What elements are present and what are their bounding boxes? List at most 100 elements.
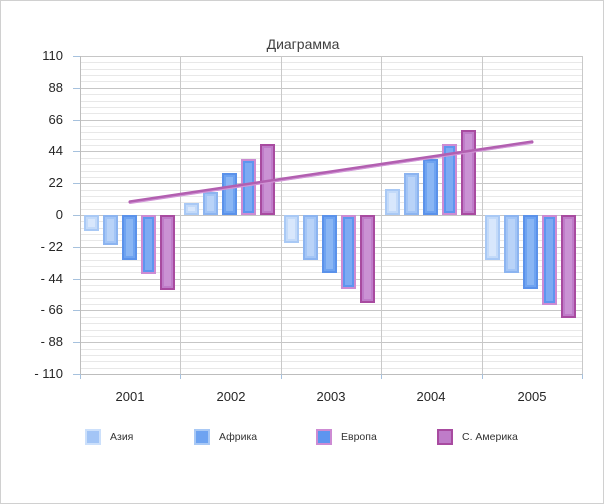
x-axis-label: 2005 xyxy=(517,389,547,404)
y-axis-tick xyxy=(73,215,80,216)
bar-Африка xyxy=(523,215,539,289)
bar-Африка xyxy=(221,173,237,215)
bar-С.-Америка xyxy=(159,215,175,291)
y-axis-tick xyxy=(73,247,80,248)
minor-gridline xyxy=(80,170,582,172)
x-axis-label: 2003 xyxy=(316,389,346,404)
plot-area xyxy=(80,56,583,375)
legend-swatch xyxy=(437,429,453,445)
minor-gridline xyxy=(80,126,582,127)
legend-swatch xyxy=(194,429,210,445)
minor-gridline xyxy=(80,195,582,197)
bar-Азия xyxy=(303,215,319,260)
bar-highlight xyxy=(464,133,472,211)
bar-highlight xyxy=(225,177,233,211)
bar-highlight xyxy=(206,195,214,211)
minor-gridline xyxy=(80,304,582,305)
x-axis-label: 2001 xyxy=(115,389,145,404)
x-axis-tick xyxy=(381,374,382,379)
minor-gridline xyxy=(80,94,582,96)
bar-highlight xyxy=(426,162,434,211)
bar-highlight xyxy=(125,219,133,256)
minor-gridline xyxy=(80,202,582,204)
y-axis-tick xyxy=(73,342,80,343)
y-axis-label: - 44 xyxy=(40,271,63,286)
bar-unlabeled-series-1 xyxy=(284,215,300,243)
y-axis-line xyxy=(80,56,81,375)
x-axis-label: 2004 xyxy=(416,389,446,404)
x-axis-tick xyxy=(80,374,81,379)
y-axis-tick xyxy=(73,279,80,280)
y-axis-label: 44 xyxy=(48,143,63,158)
minor-gridline xyxy=(80,285,582,286)
y-axis-label: - 110 xyxy=(34,366,63,381)
y-axis-label: 22 xyxy=(48,175,63,190)
minor-gridline xyxy=(80,348,582,350)
minor-gridline xyxy=(80,145,582,146)
minor-gridline xyxy=(80,367,582,369)
y-axis-tick xyxy=(73,120,80,121)
minor-gridline xyxy=(80,138,582,140)
minor-gridline xyxy=(80,329,582,331)
x-axis-tick xyxy=(582,374,583,379)
minor-gridline xyxy=(80,106,582,108)
major-gridline xyxy=(80,120,582,121)
bar-С.-Америка xyxy=(460,129,476,215)
bar-highlight xyxy=(187,207,195,211)
bar-unlabeled-series-1 xyxy=(485,215,501,260)
bar-Европа xyxy=(341,215,357,289)
bar-highlight xyxy=(288,219,296,239)
y-axis-tick xyxy=(73,151,80,152)
bar-Африка xyxy=(322,215,338,273)
bar-highlight xyxy=(87,219,95,227)
category-gridline xyxy=(582,56,583,374)
bar-highlight xyxy=(489,219,497,256)
chart-title: Диаграмма xyxy=(266,36,340,52)
legend-swatch xyxy=(316,429,332,445)
bar-highlight xyxy=(106,219,114,242)
bar-highlight xyxy=(565,219,573,314)
legend-swatch xyxy=(85,429,101,445)
y-axis-tick xyxy=(73,310,80,311)
bar-Африка xyxy=(121,215,137,260)
bar-С.-Америка xyxy=(259,144,275,215)
x-axis-label: 2002 xyxy=(216,389,246,404)
legend-label: Азия xyxy=(110,431,134,443)
y-axis-tick xyxy=(73,374,80,375)
minor-gridline xyxy=(80,132,582,134)
major-gridline xyxy=(80,183,582,184)
bar-highlight xyxy=(263,148,271,211)
minor-gridline xyxy=(80,100,582,102)
bar-Азия xyxy=(403,173,419,215)
category-gridline xyxy=(281,56,282,374)
major-gridline xyxy=(80,310,582,311)
minor-gridline xyxy=(80,361,582,363)
major-gridline xyxy=(80,342,582,343)
major-gridline xyxy=(80,279,582,280)
y-axis-label: 66 xyxy=(48,112,63,127)
major-gridline xyxy=(80,151,582,152)
minor-gridline xyxy=(80,189,582,191)
minor-gridline xyxy=(80,323,582,325)
bar-Европа xyxy=(140,215,156,275)
category-gridline xyxy=(381,56,382,374)
minor-gridline xyxy=(80,113,582,115)
minor-gridline xyxy=(80,316,582,318)
category-gridline xyxy=(180,56,181,374)
bar-Азия xyxy=(102,215,118,246)
bar-highlight xyxy=(364,219,372,300)
bar-Африка xyxy=(422,158,438,215)
x-axis-tick xyxy=(180,374,181,379)
y-axis-tick xyxy=(73,56,80,57)
bar-highlight xyxy=(144,219,152,271)
minor-gridline xyxy=(80,291,582,293)
minor-gridline xyxy=(80,354,582,356)
bar-highlight xyxy=(508,219,516,269)
y-axis-label: 88 xyxy=(48,80,63,95)
y-axis-tick xyxy=(73,88,80,89)
bar-Европа xyxy=(542,215,558,305)
y-axis-label: - 22 xyxy=(40,239,63,254)
minor-gridline xyxy=(80,335,582,337)
major-gridline xyxy=(80,88,582,89)
